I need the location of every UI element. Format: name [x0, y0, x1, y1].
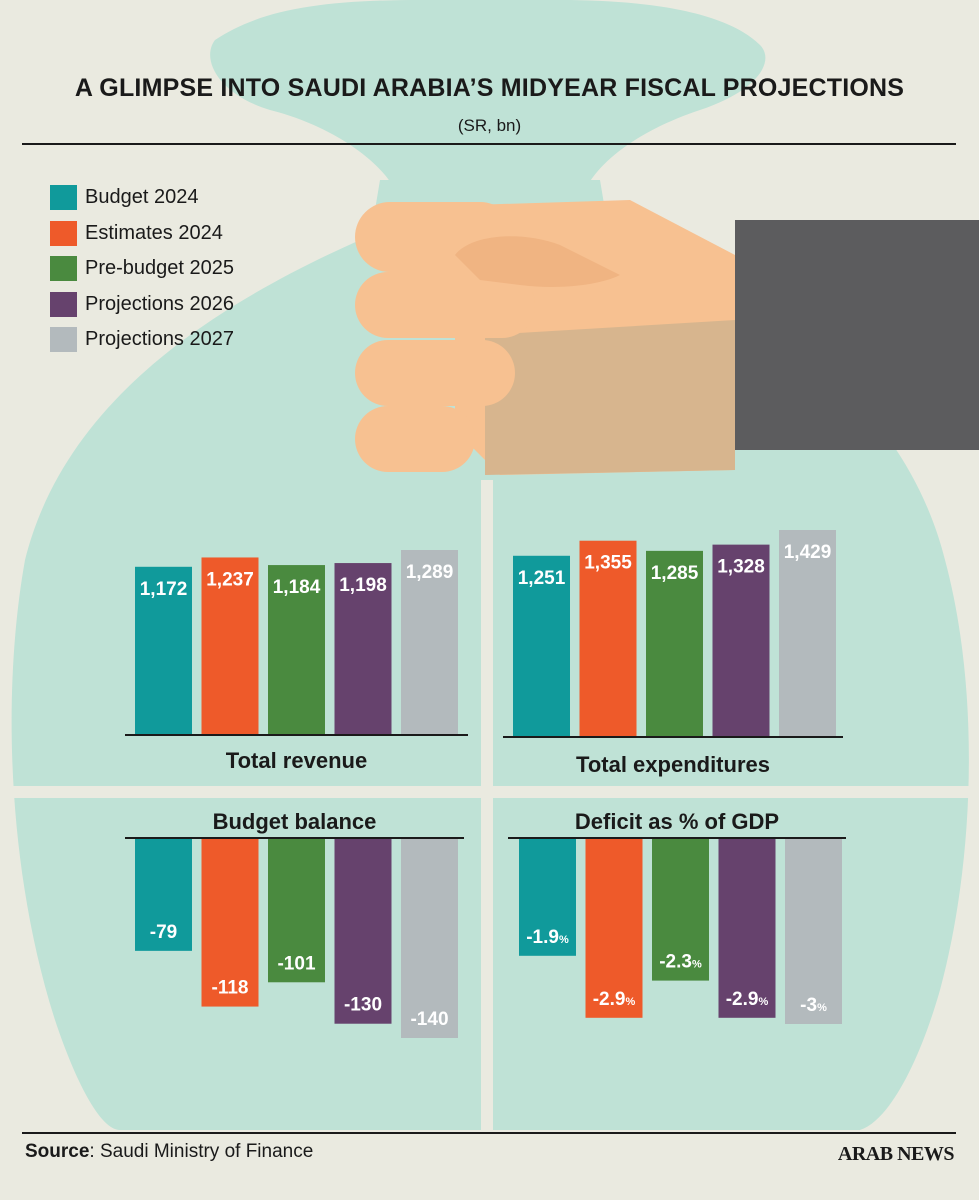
data-label-1-1: 1,355	[584, 553, 632, 574]
legend-label: Budget 2024	[85, 186, 199, 209]
unit-suffix: %	[559, 934, 569, 946]
source-note: Source: Saudi Ministry of Finance	[25, 1141, 313, 1163]
data-label-0-1: 1,237	[206, 569, 254, 590]
unit-suffix: %	[692, 959, 702, 971]
bar-2-2	[268, 838, 325, 983]
hand-overlap-shape	[485, 320, 735, 475]
bar-2-4	[401, 838, 458, 1038]
data-label-3-1: -2.9%	[593, 989, 636, 1010]
source-label: Source	[25, 1141, 90, 1162]
data-label-1-0: 1,251	[518, 568, 566, 589]
finger-2-shape	[355, 272, 535, 338]
legend-label: Projections 2026	[85, 292, 234, 315]
legend-swatch	[50, 327, 77, 353]
chart-title-3: Deficit as % of GDP	[575, 809, 779, 834]
legend-item: Projections 2027	[50, 322, 234, 358]
bar-2-1	[201, 838, 259, 1007]
baseline-0	[125, 734, 468, 736]
chart-title-1: Total expenditures	[576, 752, 770, 777]
bar-2-0	[135, 838, 192, 951]
data-label-2-3: -130	[344, 995, 382, 1016]
legend-swatch	[50, 256, 77, 282]
data-label-3-2: -2.3%	[659, 952, 702, 973]
baseline-3	[508, 837, 846, 839]
footer-rule	[22, 1132, 956, 1134]
bar-3-4	[785, 838, 842, 1024]
bar-1-2	[646, 550, 703, 737]
sleeve-shape	[735, 220, 979, 450]
page-title: A GLIMPSE INTO SAUDI ARABIA’S MIDYEAR FI…	[74, 74, 905, 102]
vertical-divider	[481, 480, 493, 1130]
source-text: : Saudi Ministry of Finance	[89, 1141, 314, 1162]
legend-swatch	[50, 291, 77, 317]
bag-top-shape	[210, 0, 766, 190]
bar-1-0	[513, 555, 570, 737]
data-label-0-4: 1,289	[406, 562, 454, 583]
data-label-2-0: -79	[150, 922, 177, 943]
unit-suffix: %	[625, 996, 635, 1008]
bar-0-2	[268, 565, 325, 735]
charts-layer: 1,172 1,237 1,184 1,198 1,289 Total revenue 1,…	[125, 530, 846, 1038]
bar-1-4	[779, 530, 836, 737]
legend-swatch	[50, 220, 77, 246]
bar-3-0	[519, 838, 576, 956]
legend-item: Estimates 2024	[50, 216, 234, 252]
bar-3-1	[585, 838, 643, 1018]
bar-2-3	[334, 838, 392, 1024]
data-label-1-2: 1,285	[651, 563, 699, 584]
page-subtitle: (SR, bn)	[457, 116, 522, 135]
horizontal-divider	[0, 786, 979, 798]
legend-item: Pre-budget 2025	[50, 251, 234, 287]
bar-0-3	[334, 563, 392, 735]
data-label-1-3: 1,328	[717, 557, 765, 578]
data-label-0-3: 1,198	[339, 575, 387, 596]
bar-1-3	[712, 544, 770, 737]
finger-4-shape	[355, 406, 475, 472]
legend-label: Pre-budget 2025	[85, 257, 235, 280]
data-label-3-0: -1.9%	[526, 927, 569, 948]
chart-title-2: Budget balance	[213, 809, 377, 834]
unit-suffix: %	[758, 996, 768, 1008]
data-label-2-1: -118	[212, 978, 249, 999]
legend-swatch	[50, 185, 77, 211]
data-label-2-2: -101	[277, 953, 315, 974]
bar-0-1	[201, 557, 259, 735]
data-label-2-4: -140	[410, 1009, 448, 1030]
bar-3-3	[718, 838, 776, 1018]
unit-suffix: %	[817, 1002, 827, 1014]
thumb-shape	[455, 236, 620, 287]
data-label-0-0: 1,172	[140, 579, 188, 600]
data-label-0-2: 1,184	[273, 577, 321, 598]
bar-0-0	[135, 566, 192, 735]
bar-3-2	[652, 838, 709, 981]
chart-title-0: Total revenue	[226, 748, 367, 773]
legend-label: Estimates 2024	[85, 221, 223, 244]
title-rule	[22, 143, 956, 145]
arab-news-logo: ARAB NEWS	[837, 1143, 955, 1165]
data-label-3-3: -2.9%	[726, 989, 769, 1010]
finger-3-shape	[355, 340, 515, 406]
legend-item: Budget 2024	[50, 180, 234, 216]
legend-item: Projections 2026	[50, 287, 234, 323]
bar-1-1	[579, 540, 637, 737]
bar-0-4	[401, 550, 458, 735]
data-label-1-4: 1,429	[784, 542, 832, 563]
baseline-2	[125, 837, 464, 839]
legend-label: Projections 2027	[85, 328, 234, 351]
baseline-1	[503, 736, 843, 738]
legend: Budget 2024 Estimates 2024 Pre-budget 20…	[50, 180, 234, 358]
